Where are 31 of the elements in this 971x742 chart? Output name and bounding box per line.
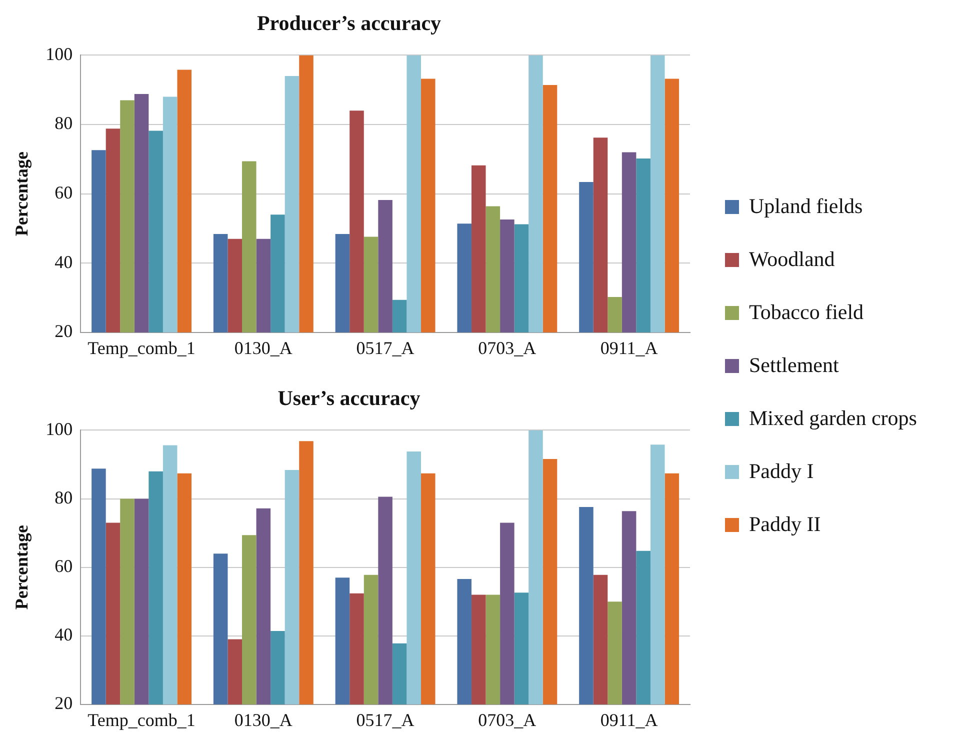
legend-label: Paddy II (749, 512, 821, 537)
y-tick-label: 80 (54, 487, 73, 508)
legend-label: Paddy I (749, 459, 814, 484)
x-tick-label: 0703_A (478, 710, 536, 730)
x-tick-label: Temp_comb_1 (88, 710, 196, 730)
legend-label: Tobacco field (749, 300, 864, 325)
y-tick-label: 60 (54, 556, 73, 576)
y-tick-label: 80 (54, 113, 73, 134)
y-tick-label: 20 (54, 693, 73, 714)
legend-label: Woodland (749, 247, 835, 272)
y-tick-label: 40 (54, 624, 73, 645)
y-axis-title: Percentage (11, 524, 32, 610)
x-tick-label: 0517_A (356, 710, 414, 730)
legend-label: Settlement (749, 353, 839, 378)
y-axis-title: Percentage (11, 151, 32, 236)
x-tick-label: 0703_A (478, 338, 536, 358)
legend-label: Mixed garden crops (749, 406, 917, 431)
x-tick-label: Temp_comb_1 (88, 338, 196, 358)
y-tick-label: 60 (54, 182, 73, 203)
y-tick-label: 100 (46, 418, 73, 439)
chart-title: Producer’s accuracy (256, 11, 442, 36)
x-tick-label: 0130_A (234, 338, 292, 358)
x-tick-label: 0911_A (600, 710, 658, 730)
x-tick-label: 0517_A (356, 338, 414, 358)
legend-label: Upland fields (749, 194, 863, 219)
y-tick-label: 20 (54, 321, 73, 342)
x-tick-label: 0130_A (234, 710, 292, 730)
y-tick-label: 40 (54, 252, 73, 272)
x-tick-label: 0911_A (600, 338, 658, 358)
y-tick-label: 100 (46, 44, 73, 64)
chart-title: User’s accuracy (278, 386, 421, 410)
